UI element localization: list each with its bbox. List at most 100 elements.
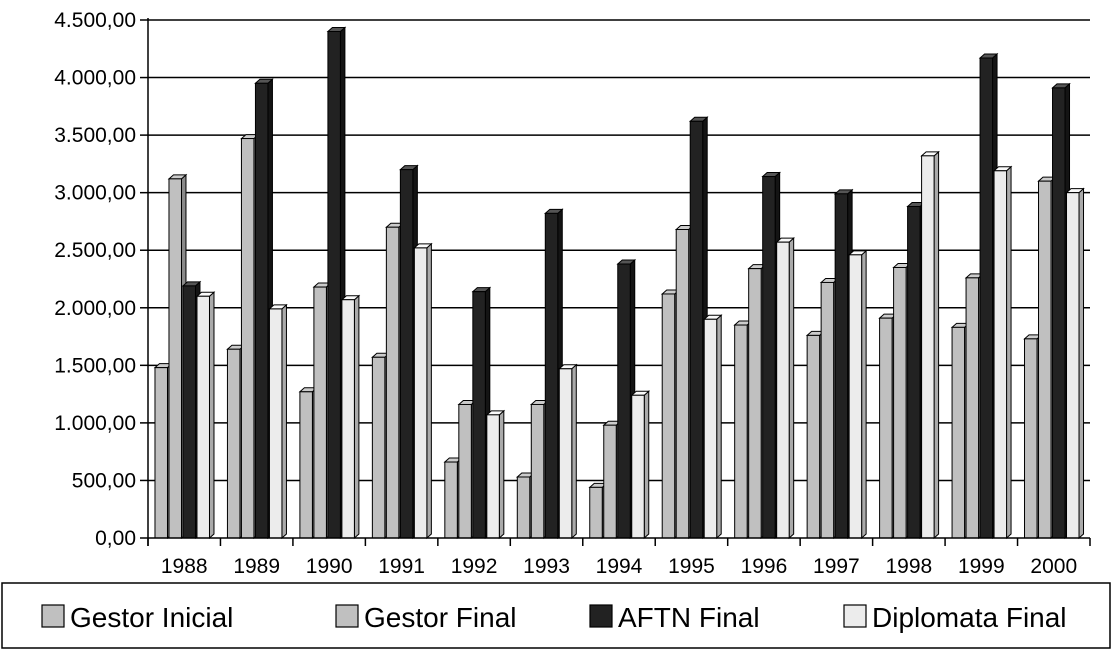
bar-front — [182, 285, 196, 539]
bar-front — [458, 403, 472, 539]
y-tick-label: 3.500,00 — [54, 124, 136, 147]
bar-front — [268, 308, 283, 539]
bar-front — [1052, 87, 1066, 539]
bar-front — [951, 326, 966, 539]
bar-front — [734, 324, 748, 539]
axes: 0,00 500,00 1.000,00 1.500,00 2.000,00 2.500,… — [54, 9, 1091, 578]
legend-label: Gestor Inicial — [70, 602, 233, 633]
legend-item: Gestor Inicial — [41, 602, 233, 633]
bar-front — [776, 241, 790, 539]
bar-front — [617, 263, 631, 539]
legend-label: AFTN Final — [618, 602, 760, 633]
bar-front — [327, 31, 341, 539]
y-tick-label: 4.500,00 — [54, 9, 136, 32]
y-tick-label: 0,00 — [95, 527, 136, 550]
bars — [153, 26, 1085, 540]
y-tick-label: 1.500,00 — [54, 354, 136, 377]
x-tick-label: 1993 — [523, 555, 570, 578]
bar — [557, 363, 578, 540]
bar-front — [444, 461, 458, 539]
bar-front — [413, 247, 428, 539]
bar-side — [1078, 187, 1085, 540]
x-tick-label: 1998 — [885, 555, 932, 578]
bar-side — [208, 291, 215, 540]
y-tick-label: 4.000,00 — [54, 67, 136, 90]
bar — [195, 291, 216, 540]
bar-side — [716, 314, 722, 540]
bar-front — [921, 155, 935, 539]
bar-front — [603, 424, 617, 539]
legend-label: Diplomata Final — [872, 602, 1067, 633]
bar-side — [788, 237, 795, 540]
bar — [340, 294, 361, 540]
legend-swatch — [41, 604, 65, 628]
x-tick-label: 1988 — [161, 555, 208, 578]
bar-front — [762, 176, 776, 539]
legend-item: AFTN Final — [589, 602, 760, 633]
bar-front — [486, 414, 500, 539]
x-tick-label: 1996 — [741, 555, 788, 578]
bar-side — [426, 242, 432, 540]
bar-front — [806, 334, 821, 539]
bar — [775, 237, 795, 540]
bar — [1065, 187, 1085, 540]
legend-swatch — [843, 604, 867, 628]
bar-front — [516, 476, 531, 539]
bar-front — [472, 291, 486, 539]
bar — [992, 165, 1013, 540]
bar-front — [154, 367, 168, 539]
bar-front — [631, 394, 645, 539]
bar-front — [993, 170, 1008, 539]
x-tick-label: 1990 — [306, 555, 353, 578]
legend-swatch — [335, 604, 359, 628]
bar-front — [371, 356, 386, 539]
bar-front — [313, 286, 327, 539]
bar-front — [341, 299, 355, 539]
bar — [630, 390, 651, 540]
y-tick-label: 3.000,00 — [54, 182, 136, 205]
x-tick-label: 1989 — [233, 555, 280, 578]
bar-front — [530, 403, 545, 539]
bar-side — [571, 363, 577, 540]
bar-side — [933, 150, 940, 540]
bar-side — [861, 249, 867, 540]
bar-front — [254, 82, 269, 539]
legend-label: Gestor Final — [364, 602, 517, 633]
bar-front — [703, 318, 718, 539]
bar-front — [240, 138, 255, 539]
x-tick-label: 1992 — [451, 555, 498, 578]
bar-front — [748, 268, 762, 539]
bar-front — [299, 391, 313, 539]
x-tick-label: 1991 — [378, 555, 425, 578]
bar-front — [196, 295, 210, 539]
bar-front — [589, 486, 603, 539]
y-tick-label: 1.000,00 — [54, 412, 136, 435]
bar-front — [675, 229, 690, 539]
legend-item: Gestor Final — [335, 602, 517, 633]
bar-front — [979, 57, 994, 539]
bar-front — [544, 212, 559, 539]
bar-front — [399, 169, 414, 539]
bar-front — [848, 254, 863, 539]
bar-front — [907, 205, 921, 539]
x-tick-label: 1995 — [668, 555, 715, 578]
bar-front — [965, 277, 980, 539]
legend-box — [1, 582, 1111, 649]
x-tick-label: 1997 — [813, 555, 860, 578]
bar — [920, 150, 940, 540]
y-tick-label: 2.500,00 — [54, 239, 136, 262]
bar-front — [879, 317, 893, 539]
y-tick-label: 2.000,00 — [54, 297, 136, 320]
bar-front — [1066, 192, 1080, 539]
x-tick-label: 1994 — [596, 555, 643, 578]
legend: Gestor Inicial Gestor Final AFTN Final Dipl… — [1, 582, 1111, 649]
bar-front — [893, 266, 907, 539]
bar-front — [226, 348, 241, 539]
bar — [847, 249, 868, 540]
bar — [413, 242, 433, 540]
bar-front — [820, 281, 835, 539]
legend-item: Diplomata Final — [843, 602, 1067, 633]
bar-front — [1038, 180, 1052, 539]
bar-front — [1024, 338, 1038, 539]
